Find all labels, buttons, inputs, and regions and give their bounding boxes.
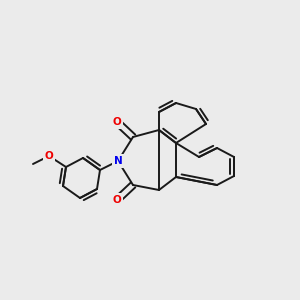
Text: O: O <box>45 151 53 161</box>
Text: O: O <box>112 195 122 205</box>
Text: O: O <box>112 117 122 127</box>
Text: N: N <box>114 156 122 166</box>
